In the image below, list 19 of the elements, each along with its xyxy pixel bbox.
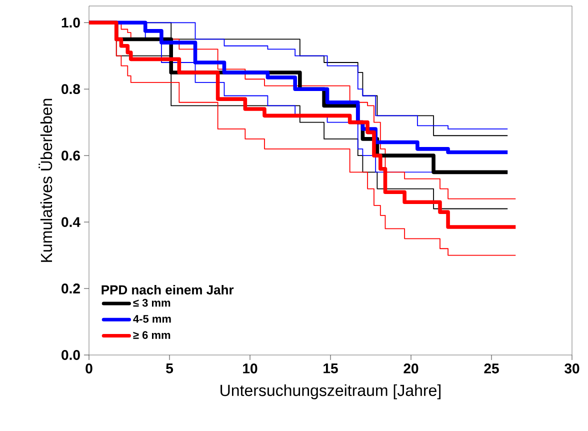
y-tick-label: 0.8 [62, 84, 80, 94]
y-tick-label: 0.6 [62, 150, 80, 161]
x-axis-title: Untersuchungszeitraum [Jahre] [220, 384, 440, 400]
y-tick-label: 0.4 [62, 217, 80, 228]
legend-label: ≥ 6 mm [133, 331, 170, 339]
legend-label: 4-5 mm [133, 315, 171, 323]
x-tick-label: 20 [404, 364, 418, 374]
y-axis-title: Kumulatives Überleben [38, 98, 52, 262]
x-tick-label: 25 [484, 364, 499, 374]
x-tick-label: 10 [243, 364, 258, 374]
y-tick-label: 1.0 [62, 18, 80, 28]
x-tick-label: 5 [166, 364, 174, 374]
legend-title: PPD nach einem Jahr [102, 284, 234, 294]
x-tick-label: 15 [324, 364, 338, 374]
x-tick-label: 0 [86, 364, 92, 374]
y-tick-label: 0.2 [62, 284, 80, 294]
x-tick-label: 30 [564, 364, 580, 374]
y-tick-label: 0.0 [62, 350, 80, 360]
legend-label: ≤ 3 mm [133, 298, 170, 307]
